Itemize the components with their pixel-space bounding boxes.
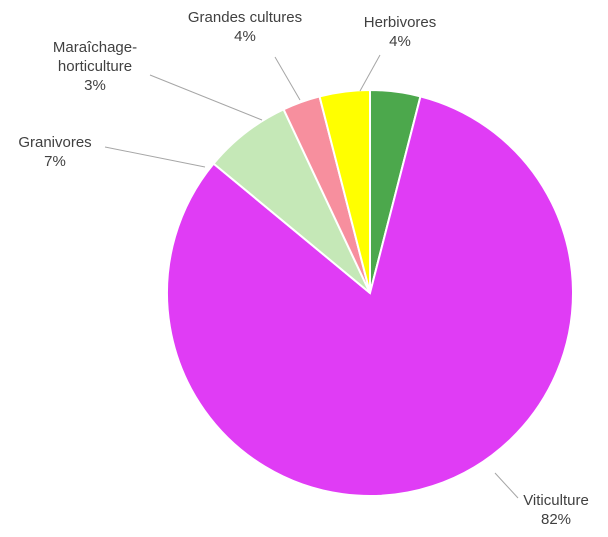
leader-line-viticulture: [494, 472, 519, 499]
data-label-value-viticulture: 82%: [541, 511, 571, 528]
data-label-value-grandes-cultures: 4%: [234, 28, 256, 45]
leader-line-maraichage-horticulture: [149, 74, 263, 121]
data-label-category-granivores: Granivores: [18, 134, 91, 151]
data-label-category-herbivores: Herbivores: [364, 14, 437, 31]
data-label-value-granivores: 7%: [44, 153, 66, 170]
data-label-category-maraichage-horticulture: Maraîchage-: [53, 39, 137, 56]
data-label-value-herbivores: 4%: [389, 33, 411, 50]
leader-line-herbivores: [359, 54, 381, 92]
leader-lines-layer: [104, 54, 519, 499]
data-label-category-grandes-cultures: Grandes cultures: [188, 9, 302, 26]
data-label-category-viticulture: Viticulture: [523, 492, 589, 509]
pie-slice-grandes-cultures: [318, 88, 371, 294]
slices-layer: [166, 88, 574, 498]
data-labels-layer: Herbivores 4% Viticulture 82% Granivores 7% Ma…: [18, 9, 588, 528]
leader-line-grandes-cultures: [274, 56, 301, 101]
data-label-category-maraichage-horticulture: horticulture: [58, 58, 132, 75]
pie-slice-viticulture: [166, 95, 574, 498]
leader-line-granivores: [104, 146, 206, 168]
data-label-value-maraichage-horticulture: 3%: [84, 77, 106, 94]
